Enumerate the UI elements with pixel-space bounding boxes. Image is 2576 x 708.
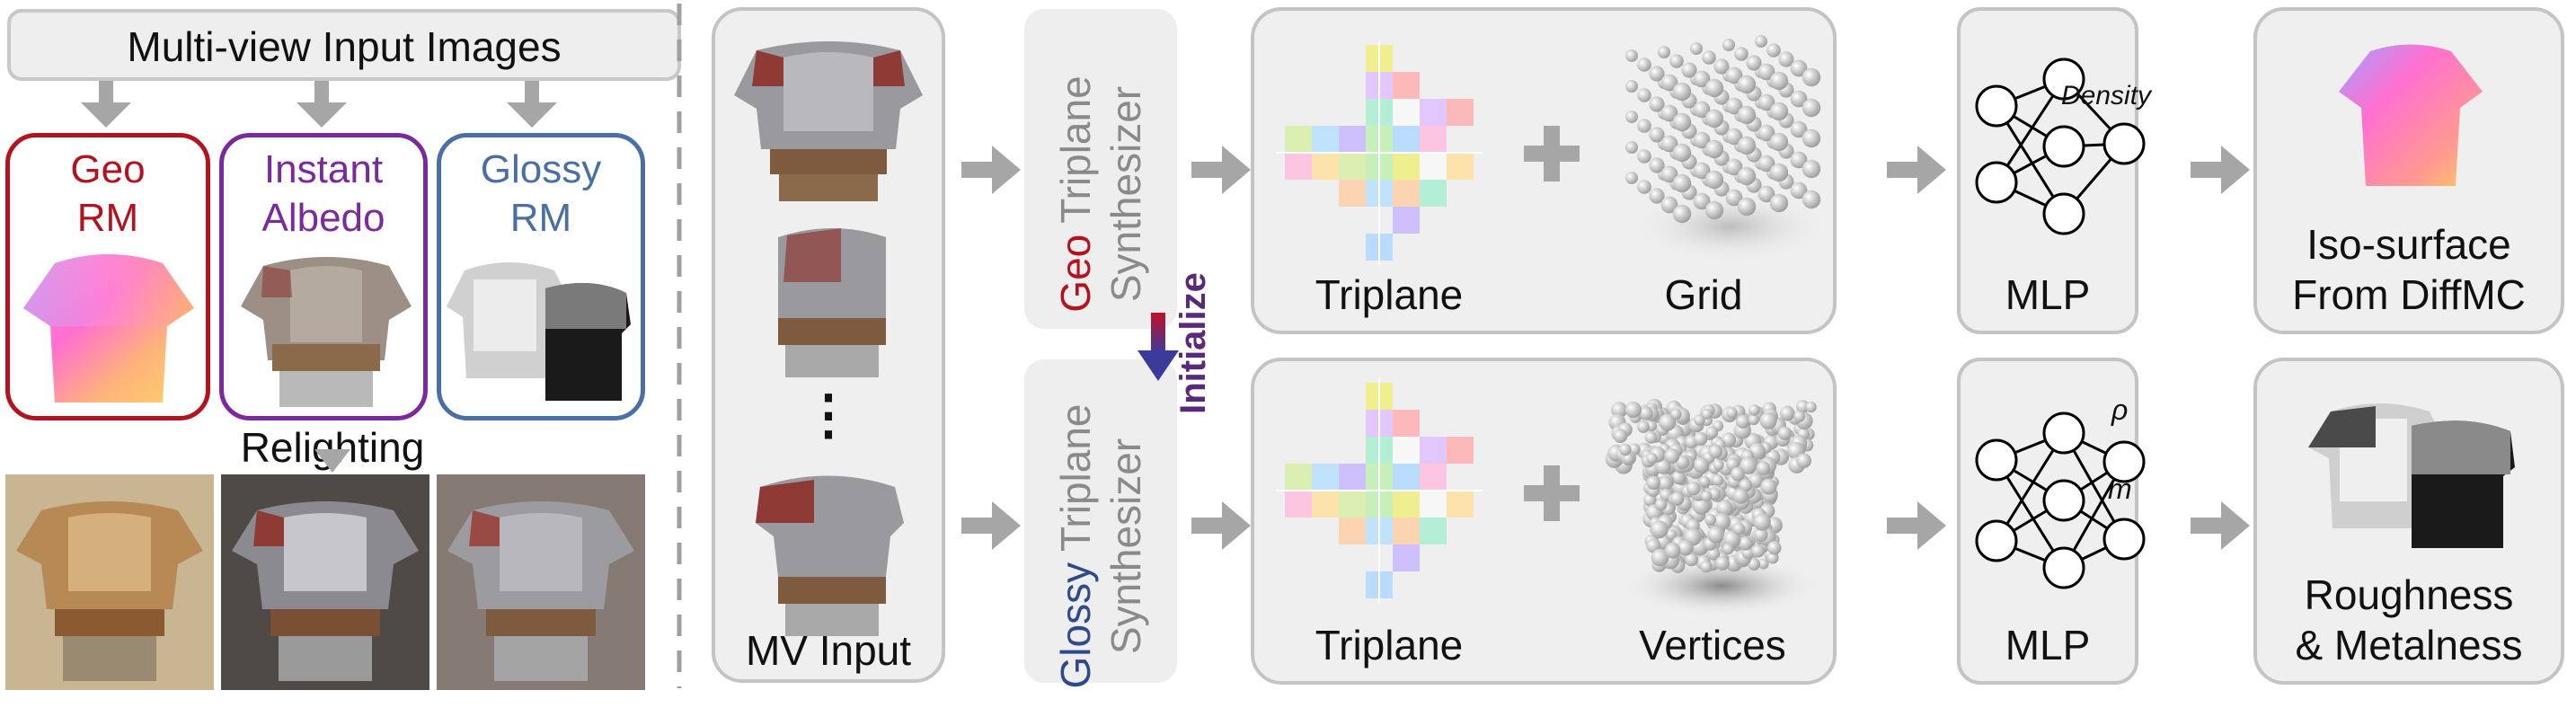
bottom-triplane-label: Triplane: [1315, 622, 1464, 668]
iso-surface-box: Iso-surface From DiffMC: [2253, 7, 2564, 334]
arrow-bottom-to-mlp: [1887, 501, 1946, 550]
relighting-image-2: [221, 474, 429, 690]
glossy-rm-box: Glossy RM: [437, 133, 645, 420]
arrow-mlp-to-roughness: [2191, 501, 2250, 550]
roughness-metalness-image: [2308, 403, 2515, 548]
geo-word1: Triplane: [1052, 75, 1099, 224]
top-mlp-output-density: Density: [2061, 81, 2152, 111]
top-triplane-grid-box: Triplane Grid: [1251, 7, 1837, 334]
dashed-divider: [677, 4, 682, 688]
arrow-geo-to-top: [1191, 146, 1251, 194]
title-down-arrows: [81, 81, 557, 128]
geo-synthesizer-box: Geo Triplane Synthesizer: [1024, 9, 1177, 329]
multi-view-title: Multi-view Input Images: [127, 23, 562, 70]
geo-rm-shirt-image: [23, 254, 194, 403]
bottom-mlp-box: ρ m MLP: [1957, 358, 2146, 685]
top-grid-icon: [1625, 35, 1829, 262]
glossy-rm-title-line1: Glossy: [480, 147, 602, 191]
mv-armor-view-2: [778, 228, 886, 377]
glossy-word1: Triplane: [1052, 403, 1099, 552]
glossy-synthesizer-label: Glossy Triplane Synthesizer: [1050, 385, 1151, 708]
glossy-synthesizer-box: Glossy Triplane Synthesizer: [1024, 359, 1177, 689]
multi-view-title-box: Multi-view Input Images: [7, 9, 681, 81]
glossy-rm-title-line2: RM: [509, 196, 572, 240]
top-mlp-label: MLP: [2005, 271, 2091, 318]
instant-albedo-title-line2: Albedo: [261, 196, 385, 240]
roughness-label-line1: Roughness: [2304, 571, 2514, 618]
instant-albedo-armor-image: [241, 257, 412, 407]
geo-prefix: Geo: [1052, 234, 1099, 313]
top-triplane-icon: [1276, 40, 1483, 265]
geo-synthesizer-label: Geo Triplane Synthesizer: [1050, 32, 1151, 356]
bottom-triplane-vertices-box: Triplane Vertices: [1251, 358, 1837, 685]
geo-rm-title-line1: Geo: [70, 147, 146, 191]
top-plus-icon: [1524, 126, 1580, 181]
bottom-plus-icon: [1524, 465, 1580, 521]
mv-armor-view-1: [734, 41, 923, 201]
relighting-down-arrow: [314, 449, 350, 473]
bottom-triplane-icon: [1276, 378, 1483, 603]
relighting-image-1: [5, 474, 214, 690]
bottom-mlp-output-m: m: [2108, 473, 2132, 505]
bottom-mlp-network-icon: [1975, 412, 2146, 589]
iso-surface-label-line2: From DiffMC: [2292, 271, 2526, 318]
arrow-top-to-mlp: [1887, 146, 1946, 194]
roughness-metalness-box: Roughness & Metalness: [2253, 358, 2564, 685]
mv-ellipsis: ⋮: [801, 385, 855, 445]
initialize-arrow: [1138, 313, 1179, 381]
instant-albedo-title-line1: Instant: [263, 147, 384, 191]
bottom-vertices-icon: [1605, 398, 1820, 616]
arrow-mv-to-glossy: [961, 501, 1021, 550]
iso-surface-shirt-image: [2339, 44, 2483, 186]
arrow-mv-to-geo: [961, 146, 1021, 194]
mv-armor-view-3: [756, 475, 904, 636]
relighting-image-3: [437, 474, 645, 690]
glossy-rm-image: [447, 262, 631, 401]
top-grid-label: Grid: [1664, 271, 1743, 318]
roughness-label-line2: & Metalness: [2295, 622, 2523, 668]
bottom-vertices-label: Vertices: [1639, 622, 1786, 668]
initialize-label: Initialize: [1173, 272, 1213, 414]
glossy-word2: Synthesizer: [1102, 438, 1149, 655]
geo-rm-box: Geo RM: [5, 133, 210, 420]
arrow-mlp-to-iso: [2191, 146, 2250, 194]
iso-surface-label-line1: Iso-surface: [2306, 221, 2511, 268]
mv-input-box: ⋮ MV Input: [712, 7, 945, 683]
bottom-mlp-label: MLP: [2005, 622, 2091, 668]
top-mlp-box: Density MLP: [1957, 7, 2151, 334]
top-mlp-network-icon: [1975, 58, 2146, 235]
mv-input-label: MV Input: [745, 627, 912, 674]
instant-albedo-box: Instant Albedo: [219, 133, 428, 420]
geo-word2: Synthesizer: [1102, 85, 1149, 303]
glossy-prefix: Glossy: [1052, 562, 1099, 689]
bottom-mlp-output-rho: ρ: [2111, 394, 2129, 426]
top-triplane-label: Triplane: [1315, 271, 1464, 318]
geo-rm-title-line2: RM: [76, 196, 139, 240]
arrow-glossy-to-bottom: [1191, 501, 1251, 550]
